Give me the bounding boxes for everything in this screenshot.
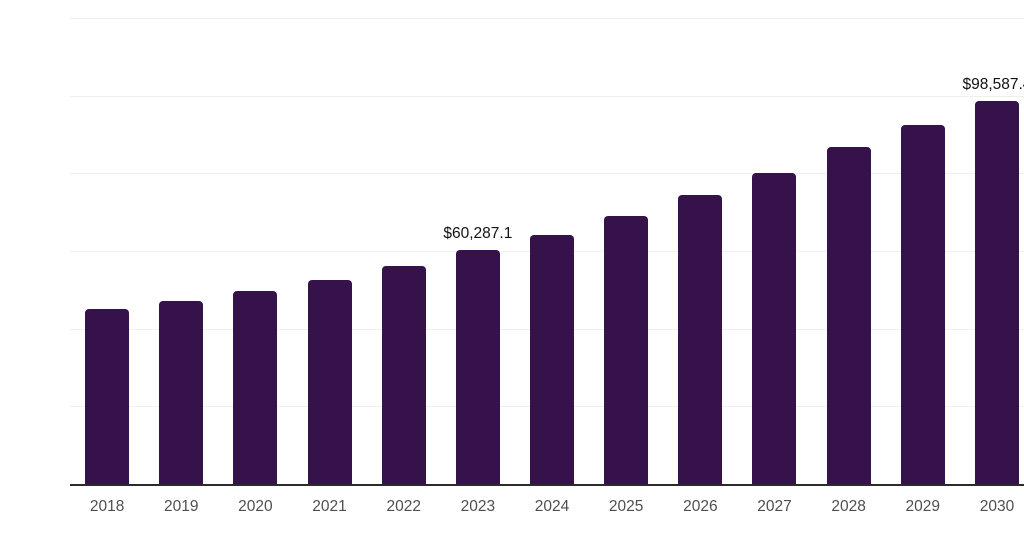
x-tick-label-2028: 2028 — [831, 498, 866, 515]
bar-2025 — [604, 215, 649, 484]
bar-cell-2018 — [70, 18, 144, 484]
x-tick-label-2029: 2029 — [905, 498, 941, 515]
bar-value-label-2023: $60,287.1 — [443, 224, 513, 242]
bar-cell-2024 — [515, 18, 589, 484]
bar-2018 — [85, 308, 130, 484]
x-tick-label-2018: 2018 — [89, 498, 125, 515]
bar-2019 — [159, 301, 204, 484]
x-tick-label-2027: 2027 — [757, 498, 792, 515]
bar-2026 — [678, 194, 723, 484]
bar-2029 — [900, 125, 945, 484]
bar-cell-2020 — [218, 18, 292, 484]
bar-2030 — [974, 101, 1019, 484]
bar-cell-2021 — [292, 18, 366, 484]
bar-cell-2022 — [367, 18, 441, 484]
x-axis-line — [70, 484, 1024, 486]
x-tick-label-2022: 2022 — [386, 498, 421, 515]
plot-area: $60,287.1 $98,587.4 — [70, 18, 1024, 486]
bar-cell-2027 — [737, 18, 811, 484]
gridline-120000 — [70, 18, 1024, 19]
x-tick-label-2023: 2023 — [460, 498, 496, 515]
bar-2021 — [307, 280, 352, 484]
bar-cell-2025 — [589, 18, 663, 484]
bar-cell-2026 — [663, 18, 737, 484]
bar-2023 — [455, 249, 500, 484]
bar-2027 — [752, 173, 797, 484]
x-tick-label-2021: 2021 — [312, 498, 347, 515]
bar-2020 — [233, 291, 278, 484]
bar-cell-2028 — [812, 18, 886, 484]
bar-2028 — [826, 146, 871, 484]
bar-value-label-2030: $98,587.4 — [962, 76, 1024, 94]
bars: $60,287.1 $98,587.4 — [70, 18, 1024, 484]
bar-2024 — [530, 234, 575, 484]
gridline-80000 — [70, 173, 1024, 175]
x-tick-label-2025: 2025 — [608, 498, 644, 515]
bar-cell-2019 — [144, 18, 218, 484]
x-tick-label-2026: 2026 — [683, 498, 718, 515]
x-axis-tick-labels: 2018 2019 2020 2021 2022 2023 2024 2025 2026 2027… — [70, 498, 1024, 516]
bar-chart: $60,287.1$98,587.4 201820192020202120222… — [40, 16, 1024, 528]
bar-2022 — [381, 265, 426, 484]
gridline-100000 — [70, 95, 1024, 97]
x-tick-label-2020: 2020 — [238, 498, 273, 515]
bar-cell-2030: $98,587.4 — [960, 18, 1024, 484]
x-tick-label-2019: 2019 — [163, 498, 199, 515]
x-tick-label-2024: 2024 — [534, 498, 570, 515]
bar-cell-2023: $60,287.1 — [441, 18, 515, 484]
x-tick-label-2030: 2030 — [979, 498, 1015, 515]
bar-cell-2029 — [886, 18, 960, 484]
